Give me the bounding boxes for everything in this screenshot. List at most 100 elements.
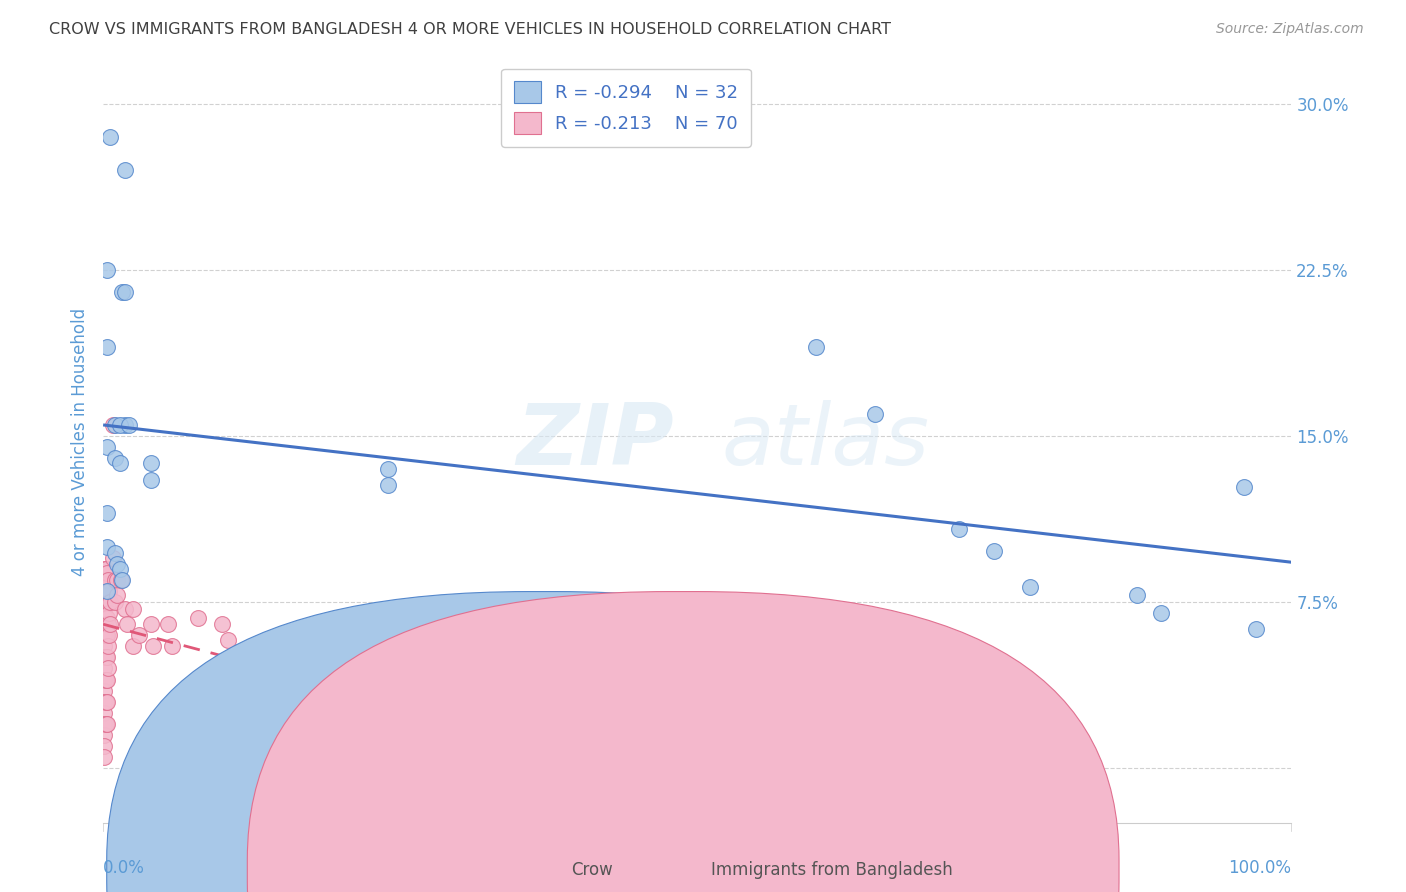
Point	[93, 673, 115, 687]
Point	[110, 573, 132, 587]
Point	[104, 417, 127, 432]
Point	[93, 728, 115, 742]
Point	[1244, 622, 1267, 636]
Text: ZIP: ZIP	[516, 400, 673, 483]
Point	[93, 584, 115, 599]
Point	[96, 566, 118, 581]
Point	[97, 640, 120, 654]
Point	[323, 683, 346, 698]
Point	[104, 451, 127, 466]
Point	[983, 544, 1005, 558]
Point	[96, 440, 118, 454]
Point	[96, 589, 118, 603]
Point	[93, 706, 115, 720]
Point	[353, 617, 375, 632]
Point	[96, 610, 118, 624]
Point	[93, 683, 115, 698]
Point	[93, 573, 115, 587]
Point	[114, 163, 136, 178]
Point	[101, 550, 124, 565]
Point	[283, 640, 305, 654]
Point	[114, 285, 136, 299]
Point	[217, 632, 239, 647]
Legend: R = -0.294    N = 32, R = -0.213    N = 70: R = -0.294 N = 32, R = -0.213 N = 70	[501, 69, 751, 147]
Point	[115, 617, 138, 632]
Point	[101, 417, 124, 432]
Point	[93, 606, 115, 620]
Point	[98, 606, 121, 620]
Point	[105, 558, 128, 572]
Point	[98, 628, 121, 642]
Point	[111, 285, 134, 299]
Point	[98, 595, 121, 609]
Text: Source: ZipAtlas.com: Source: ZipAtlas.com	[1216, 22, 1364, 37]
Point	[108, 562, 131, 576]
Point	[377, 462, 399, 476]
Y-axis label: 4 or more Vehicles in Household: 4 or more Vehicles in Household	[72, 308, 89, 575]
Point	[828, 646, 851, 660]
Point	[142, 640, 165, 654]
Point	[97, 595, 120, 609]
Text: CROW VS IMMIGRANTS FROM BANGLADESH 4 OR MORE VEHICLES IN HOUSEHOLD CORRELATION C: CROW VS IMMIGRANTS FROM BANGLADESH 4 OR …	[49, 22, 891, 37]
Point	[93, 695, 115, 709]
Point	[211, 617, 233, 632]
Point	[93, 661, 115, 675]
Point	[139, 617, 162, 632]
Point	[160, 640, 183, 654]
Point	[98, 617, 121, 632]
Point	[96, 673, 118, 687]
Point	[93, 628, 115, 642]
Point	[377, 477, 399, 491]
Point	[94, 650, 117, 665]
Point	[252, 673, 274, 687]
Point	[94, 592, 117, 607]
Point	[94, 716, 117, 731]
Text: 100.0%: 100.0%	[1229, 859, 1291, 877]
Point	[96, 341, 118, 355]
Point	[98, 584, 121, 599]
Point	[865, 407, 887, 421]
Point	[108, 456, 131, 470]
Point	[96, 695, 118, 709]
Point	[114, 601, 136, 615]
Point	[105, 589, 128, 603]
Point	[96, 507, 118, 521]
Point	[104, 595, 127, 609]
Point	[118, 417, 141, 432]
Point	[93, 562, 115, 576]
Point	[96, 650, 118, 665]
Point	[1149, 606, 1171, 620]
Point	[94, 577, 117, 591]
Point	[108, 417, 131, 432]
Point	[94, 673, 117, 687]
Point	[93, 595, 115, 609]
Point	[246, 655, 269, 669]
Point	[187, 610, 209, 624]
Point	[96, 584, 118, 599]
Point	[1233, 480, 1256, 494]
Point	[157, 617, 180, 632]
Point	[96, 263, 118, 277]
Point	[948, 522, 970, 536]
Point	[93, 739, 115, 753]
Point	[121, 601, 143, 615]
Point	[94, 610, 117, 624]
Point	[121, 640, 143, 654]
Point	[111, 573, 134, 587]
Point	[96, 716, 118, 731]
Point	[96, 540, 118, 554]
Point	[318, 673, 340, 687]
Point	[98, 130, 121, 145]
Point	[804, 341, 827, 355]
Point	[114, 417, 136, 432]
Point	[128, 628, 150, 642]
Point	[93, 650, 115, 665]
Text: Crow: Crow	[571, 861, 613, 879]
Point	[93, 750, 115, 764]
Point	[139, 456, 162, 470]
Point	[1019, 580, 1042, 594]
Point	[104, 546, 127, 560]
Text: 0.0%: 0.0%	[103, 859, 145, 877]
Point	[377, 628, 399, 642]
Text: Immigrants from Bangladesh: Immigrants from Bangladesh	[711, 861, 953, 879]
